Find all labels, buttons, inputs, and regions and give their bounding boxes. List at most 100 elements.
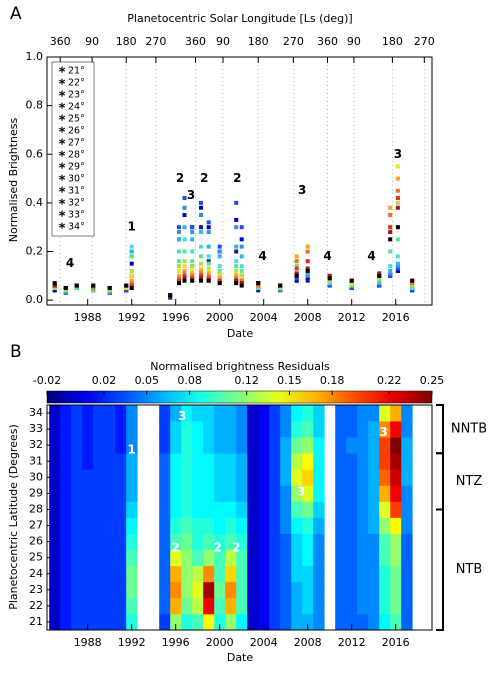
cell [280,485,292,502]
point [239,237,244,242]
point [63,288,68,293]
cell [379,501,391,518]
point [177,237,181,242]
point [305,273,310,278]
cell [302,565,314,583]
cell [181,565,193,583]
annotation: 2 [232,541,240,555]
cell [247,437,259,454]
cell [192,437,204,454]
cell [71,517,83,534]
cell [214,421,226,438]
point [234,200,239,205]
cell [357,421,369,438]
cell [335,533,347,551]
x-tick-label: 2012 [338,636,366,649]
point [239,268,244,273]
cell [247,501,259,518]
cell [247,517,259,534]
cell [280,581,292,599]
y-tick-label: 0.6 [26,147,44,160]
point [294,273,299,278]
point [395,176,400,181]
cell [93,437,105,454]
cell [93,501,105,518]
cell [258,565,270,583]
cell [192,485,204,502]
cell [126,581,138,599]
cell [93,453,105,470]
cell [258,453,270,470]
cell [159,565,171,583]
cell [401,485,413,502]
cell [335,469,347,486]
cell [302,437,314,454]
cell [170,469,182,486]
cell [335,549,347,567]
legend-marker: * [59,66,66,81]
x-tick-label: 2004 [250,311,278,324]
cell [335,453,347,470]
cell [368,597,380,615]
cell [379,469,391,486]
legend-marker: * [59,126,66,141]
cell [203,437,215,454]
point [410,288,415,293]
cell [60,565,72,583]
point [206,225,211,230]
cell [313,485,325,502]
legend-label: 31° [68,186,85,197]
point [177,281,181,286]
cell [236,469,248,486]
point [182,196,187,201]
cell [313,453,325,470]
cell [280,453,292,470]
cell [170,437,182,454]
cell [379,437,391,454]
cell [390,549,402,567]
cell [203,533,215,551]
cell [159,517,171,534]
cell [291,485,303,502]
cell [93,581,105,599]
point [199,254,203,259]
annotation: 4 [258,249,266,263]
annotation: 3 [178,409,186,423]
cell [170,517,182,534]
cell [269,405,281,422]
colorbar-title: Normalised brightness Residuals [150,360,330,373]
cell [225,421,237,438]
point [190,278,195,283]
point [199,261,203,266]
cell [390,469,402,486]
cell [225,517,237,534]
cell [390,533,402,551]
cell [357,485,369,502]
cell [225,533,237,551]
cell [379,421,391,438]
cell [379,517,391,534]
cell [269,421,281,438]
cell [192,597,204,615]
point [177,278,181,283]
cell [357,501,369,518]
point [52,281,57,286]
point [190,249,195,254]
cell [225,437,237,454]
cell [225,581,237,599]
point [107,285,112,290]
cell [313,549,325,567]
cell [357,453,369,470]
cell [214,517,226,534]
cell [346,469,358,486]
cell [280,501,292,518]
point [239,278,244,283]
cell [82,597,94,615]
cell [379,533,391,551]
point [177,230,181,235]
cell [104,517,116,534]
y-axis-title: Normalised Brightness [7,118,20,243]
cell [126,485,138,502]
cell [269,549,281,567]
point [177,259,181,264]
